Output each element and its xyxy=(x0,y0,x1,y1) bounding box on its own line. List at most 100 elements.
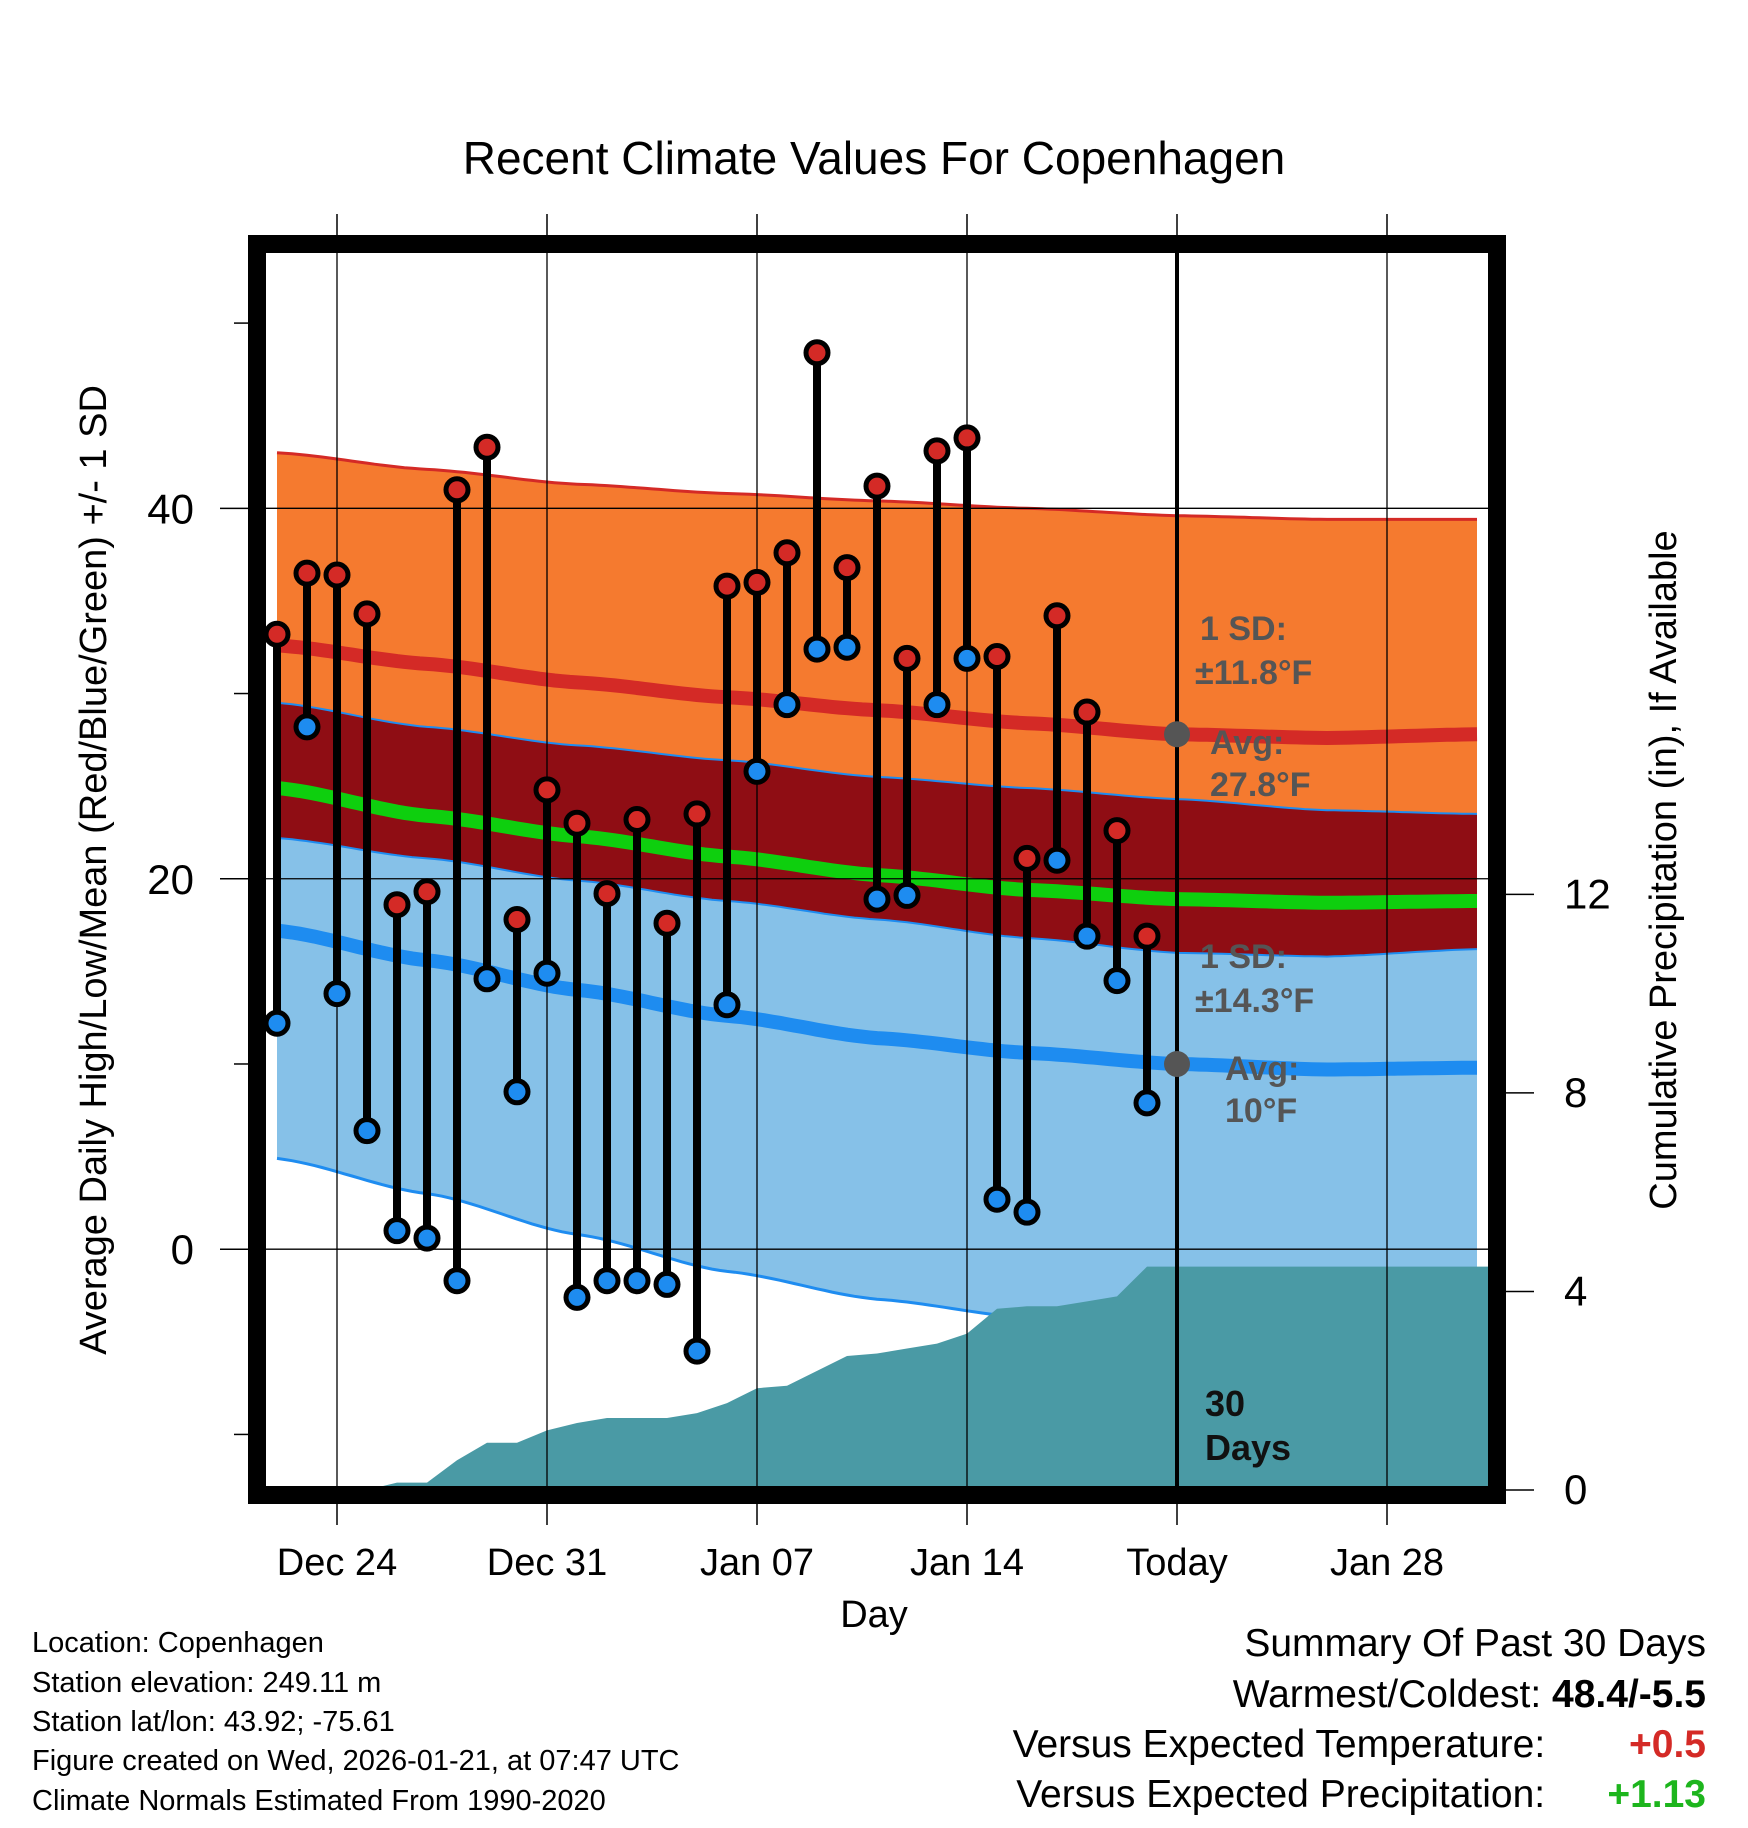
summary-precip-label: Versus Expected Precipitation: xyxy=(1016,1773,1546,1816)
daily-low-point xyxy=(443,1267,471,1295)
y-tick-label: 20 xyxy=(147,856,194,903)
days-count: 30 xyxy=(1205,1383,1245,1424)
daily-low-point xyxy=(893,881,921,909)
daily-low-point xyxy=(833,633,861,661)
daily-high-point xyxy=(1103,817,1131,845)
daily-low-point xyxy=(383,1217,411,1245)
x-tick-label: Today xyxy=(1126,1542,1227,1584)
daily-low-point xyxy=(1103,967,1131,995)
daily-high-point xyxy=(623,805,651,833)
footer-latlon: Station lat/lon: 43.92; -75.61 xyxy=(32,1706,395,1738)
x-tick-label: Jan 07 xyxy=(700,1542,814,1584)
daily-low-point xyxy=(923,691,951,719)
y2-tick-label: 4 xyxy=(1564,1267,1587,1314)
daily-high-point xyxy=(923,437,951,465)
daily-high-point xyxy=(503,906,531,934)
daily-low-point xyxy=(743,757,771,785)
daily-high-point xyxy=(473,433,501,461)
x-tick-label: Dec 24 xyxy=(277,1542,397,1584)
y-tick-label: 40 xyxy=(147,485,194,532)
axes: Dec 24 Dec 31 Jan 07 Jan 14 Today Jan 2840200… xyxy=(73,214,1685,1636)
daily-low-point xyxy=(563,1283,591,1311)
footer-location: Location: Copenhagen xyxy=(32,1627,324,1659)
summary-warmest-row: Warmest/Coldest: 48.4/-5.5 xyxy=(1233,1673,1706,1717)
daily-low-point xyxy=(653,1270,681,1298)
summary-temp-row: Versus Expected Temperature: +0.5 xyxy=(1013,1723,1706,1767)
daily-high-point xyxy=(383,891,411,919)
daily-low-point xyxy=(1043,846,1071,874)
days-label: Days xyxy=(1205,1427,1291,1468)
daily-high-point xyxy=(1073,698,1101,726)
low-avg-value: 10°F xyxy=(1225,1092,1297,1130)
high-sd-label: 1 SD: xyxy=(1200,610,1287,648)
daily-high-point xyxy=(323,561,351,589)
high-avg-marker xyxy=(1164,721,1190,748)
y2-tick-label: 8 xyxy=(1564,1069,1587,1116)
daily-low-point xyxy=(593,1267,621,1295)
low-normal-line xyxy=(276,923,1477,1077)
daily-high-point xyxy=(443,476,471,504)
summary-warmest-label: Warmest/Coldest: xyxy=(1232,1673,1542,1716)
y2-axis-title: Cumulative Precipitation (in), If Availa… xyxy=(1643,530,1685,1209)
daily-low-point xyxy=(503,1078,531,1106)
daily-high-point xyxy=(1043,602,1071,630)
daily-high-point xyxy=(653,909,681,937)
low-avg-label: Avg: xyxy=(1225,1050,1299,1088)
daily-high-point xyxy=(833,554,861,582)
footer-elevation: Station elevation: 249.11 m xyxy=(32,1667,382,1699)
daily-low-point xyxy=(983,1185,1011,1213)
summary-precip-row: Versus Expected Precipitation: +1.13 xyxy=(1016,1773,1706,1817)
summary-temp-value: +0.5 xyxy=(1629,1723,1706,1766)
daily-high-point xyxy=(803,339,831,367)
daily-high-point xyxy=(893,644,921,672)
normal-annotations: 1 SD: ±11.8°F Avg: 27.8°F 1 SD: ±14.3°F Avg: 10… xyxy=(1164,610,1314,1468)
footer-created: Figure created on Wed, 2026-01-21, at 07… xyxy=(32,1745,680,1777)
precip-cumulative-area xyxy=(277,1266,1492,1490)
daily-low-point xyxy=(263,1009,291,1037)
daily-high-point xyxy=(773,539,801,567)
summary-temp-label: Versus Expected Temperature: xyxy=(1012,1723,1546,1766)
y2-tick-label: 12 xyxy=(1564,870,1611,917)
daily-low-point xyxy=(713,991,741,1019)
daily-low-point xyxy=(863,885,891,913)
daily-high-point xyxy=(683,800,711,828)
x-tick-label: Jan 28 xyxy=(1330,1542,1444,1584)
daily-low-point xyxy=(1073,922,1101,950)
x-tick-label: Jan 14 xyxy=(910,1542,1024,1584)
low-sd-value: ±14.3°F xyxy=(1195,982,1314,1020)
daily-high-point xyxy=(533,776,561,804)
daily-low-point xyxy=(773,691,801,719)
daily-high-point xyxy=(1133,922,1161,950)
summary-title: Summary Of Past 30 Days xyxy=(1244,1622,1706,1665)
high-lower-edge xyxy=(276,837,1478,958)
daily-low-point xyxy=(323,980,351,1008)
daily-low-point xyxy=(533,959,561,987)
daily-high-point xyxy=(593,880,621,908)
y2-tick-label: 0 xyxy=(1564,1466,1587,1513)
x-axis-title: Day xyxy=(840,1594,908,1636)
y-tick-label: 0 xyxy=(171,1226,194,1273)
y-axis-title: Average Daily High/Low/Mean (Red/Blue/Gr… xyxy=(73,385,115,1355)
precipitation-area xyxy=(277,1266,1492,1490)
daily-points xyxy=(263,339,1161,1365)
footer-normals: Climate Normals Estimated From 1990-2020 xyxy=(32,1785,606,1817)
daily-low-point xyxy=(1013,1198,1041,1226)
daily-low-point xyxy=(293,713,321,741)
chart-title: Recent Climate Values For Copenhagen xyxy=(463,132,1286,184)
high-sd-value: ±11.8°F xyxy=(1195,654,1312,692)
daily-high-point xyxy=(713,572,741,600)
daily-low-point xyxy=(353,1117,381,1145)
daily-high-point xyxy=(743,568,771,596)
daily-low-point xyxy=(953,644,981,672)
daily-high-point xyxy=(563,809,591,837)
high-avg-value: 27.8°F xyxy=(1210,766,1311,804)
daily-low-point xyxy=(473,965,501,993)
plot-frame xyxy=(248,235,1506,1504)
summary-precip-value: +1.13 xyxy=(1607,1773,1706,1816)
summary-warmest-value: 48.4/-5.5 xyxy=(1552,1673,1706,1716)
daily-low-point xyxy=(803,635,831,663)
daily-high-point xyxy=(293,559,321,587)
daily-low-point xyxy=(623,1267,651,1295)
low-avg-marker xyxy=(1164,1050,1190,1077)
